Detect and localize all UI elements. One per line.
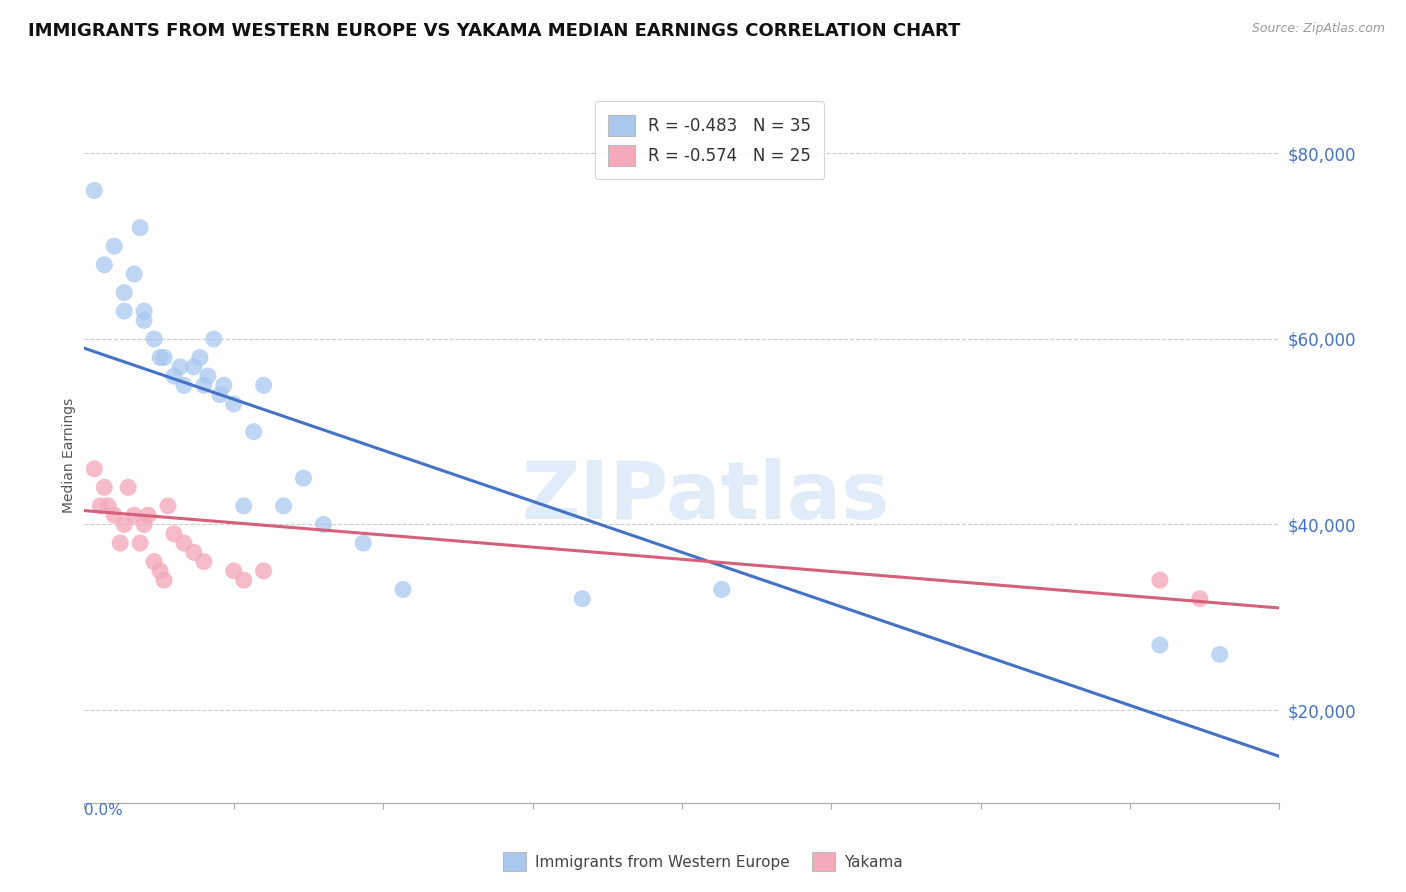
Point bbox=[183, 359, 205, 374]
Point bbox=[1149, 638, 1171, 652]
Text: IMMIGRANTS FROM WESTERN EUROPE VS YAKAMA MEDIAN EARNINGS CORRELATION CHART: IMMIGRANTS FROM WESTERN EUROPE VS YAKAMA… bbox=[28, 22, 960, 40]
Point bbox=[169, 359, 191, 374]
Point bbox=[1188, 591, 1211, 606]
Point bbox=[197, 369, 219, 384]
Legend: Immigrants from Western Europe, Yakama: Immigrants from Western Europe, Yakama bbox=[496, 847, 910, 877]
Point bbox=[122, 267, 145, 281]
Point bbox=[242, 425, 264, 439]
Point bbox=[292, 471, 315, 485]
Legend: R = -0.483   N = 35, R = -0.574   N = 25: R = -0.483 N = 35, R = -0.574 N = 25 bbox=[595, 102, 824, 179]
Point bbox=[93, 480, 115, 494]
Point bbox=[253, 564, 276, 578]
Point bbox=[232, 499, 254, 513]
Text: Source: ZipAtlas.com: Source: ZipAtlas.com bbox=[1251, 22, 1385, 36]
Point bbox=[136, 508, 159, 523]
Point bbox=[122, 508, 145, 523]
Point bbox=[232, 573, 254, 587]
Point bbox=[112, 304, 135, 318]
Point bbox=[188, 351, 211, 365]
Point bbox=[163, 369, 186, 384]
Point bbox=[143, 555, 166, 569]
Point bbox=[352, 536, 374, 550]
Y-axis label: Median Earnings: Median Earnings bbox=[62, 397, 76, 513]
Point bbox=[1149, 573, 1171, 587]
Point bbox=[253, 378, 276, 392]
Point bbox=[132, 313, 156, 327]
Point bbox=[132, 304, 156, 318]
Point bbox=[312, 517, 335, 532]
Point bbox=[149, 351, 172, 365]
Point bbox=[83, 462, 105, 476]
Point bbox=[103, 508, 125, 523]
Point bbox=[157, 499, 180, 513]
Point bbox=[222, 397, 245, 411]
Point bbox=[173, 536, 195, 550]
Point bbox=[710, 582, 733, 597]
Point bbox=[143, 332, 166, 346]
Point bbox=[193, 555, 215, 569]
Point bbox=[117, 480, 139, 494]
Text: ZIPatlas: ZIPatlas bbox=[522, 458, 890, 536]
Point bbox=[129, 536, 152, 550]
Point bbox=[1208, 648, 1232, 662]
Point bbox=[202, 332, 225, 346]
Point bbox=[173, 378, 195, 392]
Point bbox=[212, 378, 235, 392]
Point bbox=[571, 591, 593, 606]
Point bbox=[153, 573, 176, 587]
Point bbox=[153, 351, 176, 365]
Point bbox=[112, 517, 135, 532]
Point bbox=[183, 545, 205, 559]
Point bbox=[110, 536, 132, 550]
Point bbox=[89, 499, 111, 513]
Point bbox=[132, 517, 156, 532]
Point bbox=[93, 258, 115, 272]
Point bbox=[103, 239, 125, 253]
Point bbox=[112, 285, 135, 300]
Text: 0.0%: 0.0% bbox=[84, 803, 124, 818]
Point bbox=[83, 184, 105, 198]
Point bbox=[273, 499, 295, 513]
Point bbox=[97, 499, 120, 513]
Point bbox=[208, 387, 231, 401]
Point bbox=[163, 526, 186, 541]
Point bbox=[222, 564, 245, 578]
Point bbox=[193, 378, 215, 392]
Point bbox=[149, 564, 172, 578]
Point bbox=[392, 582, 415, 597]
Point bbox=[129, 220, 152, 235]
